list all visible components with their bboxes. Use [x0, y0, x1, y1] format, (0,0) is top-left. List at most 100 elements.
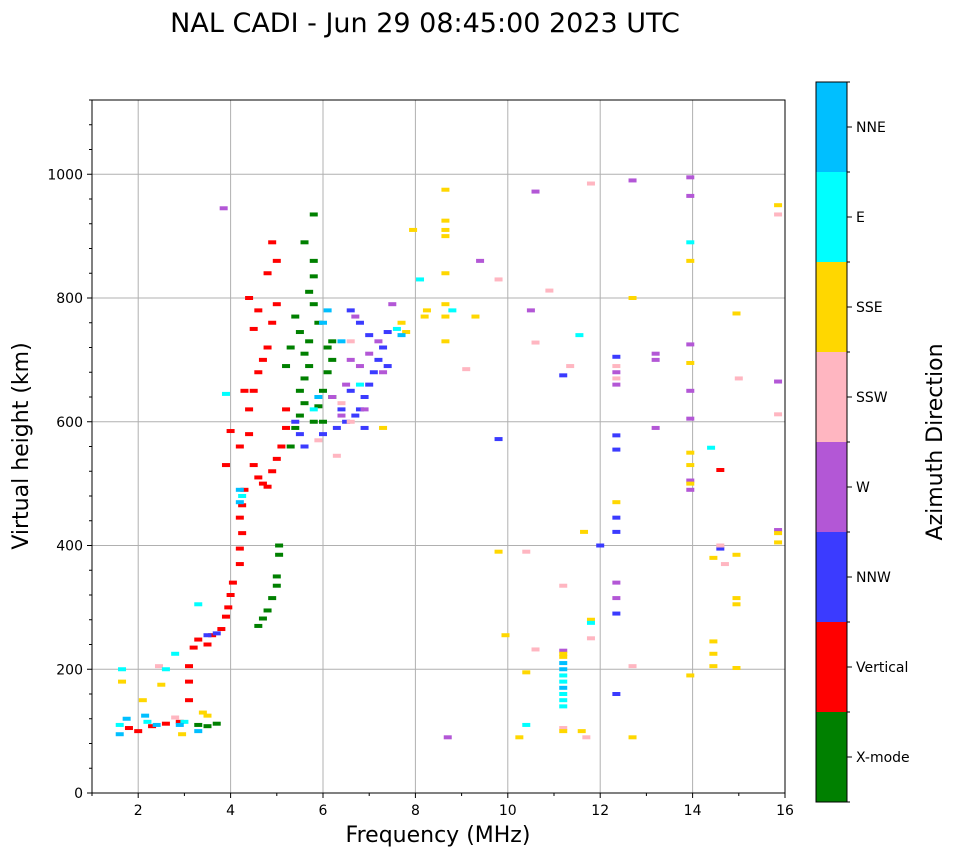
x-tick-label: 2	[134, 803, 143, 819]
data-point-x-mode	[319, 419, 327, 424]
data-point-nnw	[355, 407, 364, 412]
x-tick-label: 8	[411, 803, 420, 819]
data-point-x-mode	[300, 351, 309, 356]
data-point-vertical	[185, 698, 194, 703]
data-point-w	[328, 395, 337, 399]
data-point-nnw	[291, 419, 300, 424]
data-point-sse	[203, 713, 212, 718]
data-point-nnw	[596, 543, 605, 548]
data-point-w	[374, 339, 383, 344]
data-point-w	[686, 478, 695, 483]
data-point-w	[612, 370, 621, 375]
data-point-e	[707, 445, 716, 450]
colorbar-label: SSE	[856, 300, 883, 316]
data-point-nne	[235, 487, 244, 492]
data-point-w	[651, 351, 660, 356]
colorbar-label: SSW	[856, 390, 888, 406]
data-point-vertical	[272, 456, 281, 461]
data-point-e	[221, 391, 230, 396]
data-point-nnw	[559, 373, 568, 378]
data-point-nne	[559, 667, 568, 672]
data-point-e	[522, 722, 531, 727]
y-tick-label: 0	[74, 786, 83, 802]
data-point-w	[686, 416, 695, 421]
data-point-ssw	[462, 367, 471, 372]
data-point-w	[476, 258, 485, 263]
data-point-sse	[409, 227, 418, 232]
data-point-ssw	[628, 664, 637, 669]
colorbar-segment	[816, 82, 847, 172]
data-point-w	[342, 382, 351, 387]
data-point-w	[531, 189, 540, 194]
data-point-x-mode	[305, 364, 314, 369]
data-point-vertical	[258, 481, 267, 486]
data-point-vertical	[235, 546, 244, 551]
data-point-sse	[441, 218, 450, 223]
y-tick-label: 800	[56, 291, 83, 307]
data-point-e	[559, 673, 568, 678]
x-tick-label: 16	[776, 803, 794, 819]
data-point-nnw	[332, 425, 341, 430]
data-point-x-mode	[194, 722, 203, 727]
x-axis-title: Frequency (MHz)	[346, 823, 531, 848]
data-point-e	[355, 382, 364, 387]
y-tick-label: 1000	[47, 167, 83, 183]
data-point-x-mode	[275, 552, 284, 557]
data-point-w	[559, 648, 568, 653]
data-point-vertical	[240, 487, 249, 492]
data-point-ssw	[612, 376, 621, 381]
data-point-sse	[686, 463, 695, 468]
data-point-nnw	[360, 425, 369, 430]
data-point-ssw	[522, 549, 531, 554]
data-point-w	[651, 357, 660, 362]
data-point-vertical	[263, 271, 272, 276]
data-point-nnw	[612, 354, 621, 359]
data-point-vertical	[226, 429, 235, 434]
data-point-vertical	[124, 726, 133, 731]
data-point-sse	[471, 314, 480, 319]
data-point-sse	[441, 302, 450, 307]
data-point-w	[774, 379, 783, 384]
data-point-w	[351, 314, 360, 319]
data-point-ssw	[774, 212, 783, 217]
data-point-w	[443, 735, 452, 740]
data-point-e	[115, 722, 124, 727]
data-point-sse	[732, 666, 741, 671]
data-point-w	[686, 175, 695, 180]
data-point-sse	[118, 679, 127, 684]
data-point-nnw	[369, 370, 378, 375]
data-point-e	[194, 602, 203, 607]
data-point-sse	[441, 187, 450, 192]
data-point-nnw	[360, 395, 369, 399]
data-point-vertical	[282, 425, 291, 430]
data-point-x-mode	[254, 623, 263, 628]
data-point-vertical	[238, 503, 247, 508]
data-point-ssw	[545, 288, 554, 293]
data-point-sse	[441, 234, 450, 239]
data-point-vertical	[249, 463, 258, 468]
data-point-vertical	[161, 721, 170, 726]
data-point-x-mode	[309, 302, 318, 307]
data-point-nne	[319, 320, 327, 325]
data-point-sse	[686, 258, 695, 263]
data-point-nnw	[342, 419, 351, 424]
data-point-nnw	[212, 631, 221, 636]
data-point-nne	[559, 661, 568, 666]
data-point-vertical	[254, 308, 263, 313]
data-point-vertical	[268, 469, 277, 474]
data-point-x-mode	[291, 425, 300, 430]
data-point-sse	[580, 529, 589, 534]
data-point-vertical	[189, 645, 198, 650]
data-point-nnw	[716, 546, 725, 551]
data-point-sse	[559, 729, 568, 734]
data-point-sse	[522, 670, 531, 675]
data-point-e	[171, 651, 180, 656]
data-point-ssw	[346, 419, 355, 424]
data-point-w	[686, 342, 695, 347]
data-point-sse	[709, 651, 718, 656]
data-point-w	[355, 364, 364, 369]
data-point-nnw	[300, 444, 309, 449]
data-point-nne	[175, 722, 184, 727]
data-point-x-mode	[309, 274, 318, 279]
data-point-w	[686, 487, 695, 492]
